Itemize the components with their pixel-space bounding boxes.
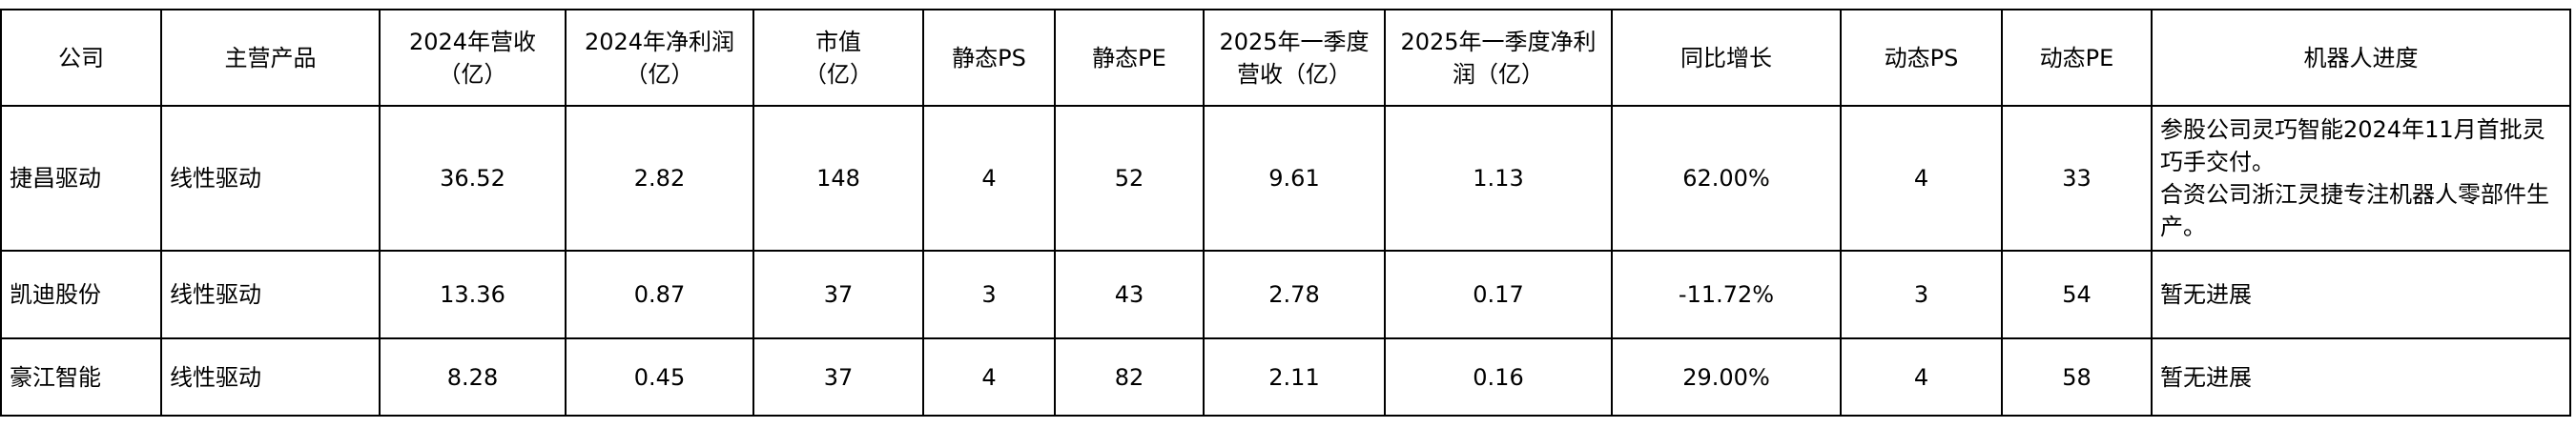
table-cell: 1.13: [1384, 105, 1613, 252]
cell-line: 2024年营收: [408, 28, 537, 55]
table-cell: 36.52: [379, 105, 567, 252]
table-cell: 2.78: [1203, 250, 1386, 339]
cell-line: 2025年一季度: [1219, 28, 1370, 55]
table-cell: 4: [1840, 337, 2003, 417]
table-cell: 52: [1054, 105, 1205, 252]
table-cell: 54: [2001, 250, 2153, 339]
table-cell: 2.82: [565, 105, 754, 252]
table-cell: 线性驱动: [160, 105, 381, 252]
cell-line: 合资公司浙江灵捷专注机器人零部件生产。: [2160, 181, 2549, 240]
table-cell: 线性驱动: [160, 250, 381, 339]
table-cell: 148: [752, 105, 924, 252]
data-table: 公司 主营产品 2024年营收 （亿） 2024年净利润 （亿） 市值 （亿） 静态PS 静态PE…: [0, 9, 2571, 417]
table-cell: 13.36: [379, 250, 567, 339]
header-cell: 主营产品: [160, 9, 381, 107]
table-cell: 4: [1840, 105, 2003, 252]
table-cell: 3: [1840, 250, 2003, 339]
table-cell: 凯迪股份: [0, 250, 162, 339]
table-cell: 暂无进展: [2151, 250, 2571, 339]
table-cell: 29.00%: [1611, 337, 1842, 417]
header-cell: 市值 （亿）: [752, 9, 924, 107]
table-row: 凯迪股份 线性驱动 13.36 0.87 37 3 43 2.78 0.17 -11.72% 3 54…: [0, 250, 2571, 339]
header-cell: 静态PS: [922, 9, 1056, 107]
cell-line: 2025年一季度净利: [1400, 28, 1597, 55]
table-row: 豪江智能 线性驱动 8.28 0.45 37 4 82 2.11 0.16 29.00% 4 58 暂无…: [0, 337, 2571, 417]
header-cell: 公司: [0, 9, 162, 107]
table-cell: 58: [2001, 337, 2153, 417]
cell-line: （亿）: [625, 60, 694, 88]
header-row: 公司 主营产品 2024年营收 （亿） 2024年净利润 （亿） 市值 （亿） 静态PS 静态PE…: [0, 9, 2571, 107]
cell-line: 润（亿）: [1453, 60, 1544, 88]
header-cell: 同比增长: [1611, 9, 1842, 107]
header-cell: 2025年一季度净利 润（亿）: [1384, 9, 1613, 107]
cell-line: 2024年净利润: [584, 28, 735, 55]
header-cell: 2024年净利润 （亿）: [565, 9, 754, 107]
table-cell: 暂无进展: [2151, 337, 2571, 417]
table-cell: 33: [2001, 105, 2153, 252]
header-cell: 2024年营收 （亿）: [379, 9, 567, 107]
table-cell: 3: [922, 250, 1056, 339]
header-cell: 机器人进度: [2151, 9, 2571, 107]
table-cell: 4: [922, 337, 1056, 417]
cell-line: 营收（亿）: [1237, 60, 1351, 88]
table-cell: 参股公司灵巧智能2024年11月首批灵巧手交付。 合资公司浙江灵捷专注机器人零部件…: [2151, 105, 2571, 252]
table-cell: 0.16: [1384, 337, 1613, 417]
header-cell: 2025年一季度 营收（亿）: [1203, 9, 1386, 107]
table-cell: 线性驱动: [160, 337, 381, 417]
table-cell: 0.45: [565, 337, 754, 417]
table-cell: 37: [752, 250, 924, 339]
table-cell: 37: [752, 337, 924, 417]
table-cell: -11.72%: [1611, 250, 1842, 339]
table-cell: 0.87: [565, 250, 754, 339]
table-cell: 2.11: [1203, 337, 1386, 417]
header-cell: 静态PE: [1054, 9, 1205, 107]
cell-line: 市值: [815, 28, 861, 55]
table-cell: 43: [1054, 250, 1205, 339]
table-cell: 豪江智能: [0, 337, 162, 417]
table-cell: 0.17: [1384, 250, 1613, 339]
cell-line: （亿）: [804, 60, 873, 88]
cell-line: （亿）: [438, 60, 507, 88]
table-cell: 4: [922, 105, 1056, 252]
header-cell: 动态PS: [1840, 9, 2003, 107]
table-row: 捷昌驱动 线性驱动 36.52 2.82 148 4 52 9.61 1.13 62.00% 4 33…: [0, 105, 2571, 252]
table-cell: 82: [1054, 337, 1205, 417]
table-cell: 捷昌驱动: [0, 105, 162, 252]
table-cell: 8.28: [379, 337, 567, 417]
table-cell: 9.61: [1203, 105, 1386, 252]
cell-line: 参股公司灵巧智能2024年11月首批灵巧手交付。: [2160, 116, 2545, 175]
table-cell: 62.00%: [1611, 105, 1842, 252]
header-cell: 动态PE: [2001, 9, 2153, 107]
